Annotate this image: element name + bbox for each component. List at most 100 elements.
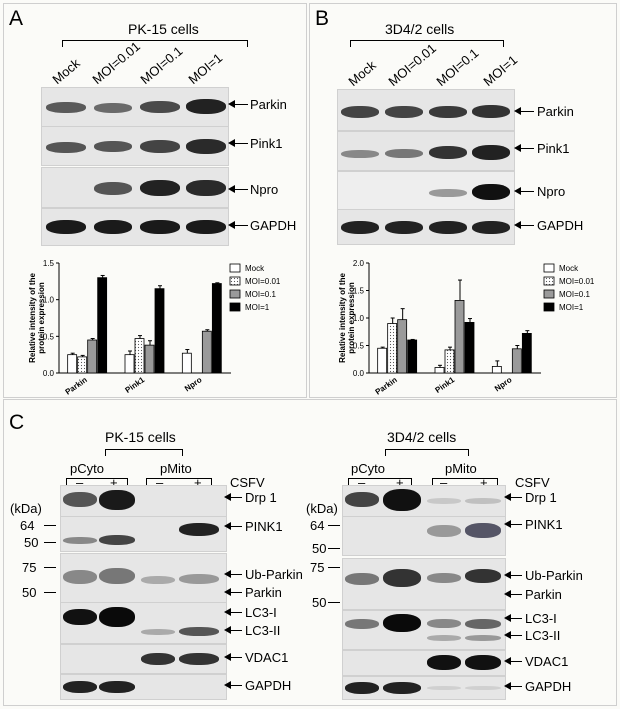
marker-tick <box>328 567 340 568</box>
band <box>427 655 461 670</box>
panel-c-left-blot-vdac1 <box>60 644 227 674</box>
band <box>465 655 501 670</box>
y-axis-label: protein expression <box>347 282 356 354</box>
arrow <box>514 221 534 229</box>
x-tick-label: Parkin <box>64 375 89 395</box>
arrow <box>224 588 242 596</box>
panel-a-blot-gapdh <box>41 208 229 246</box>
marker-50: 50 <box>312 595 327 610</box>
band <box>383 489 421 511</box>
panel-b-blot-npro <box>337 171 515 211</box>
legend-label: MOI=1 <box>559 303 584 312</box>
lane-sign: – <box>440 475 448 490</box>
band <box>427 498 461 504</box>
band <box>341 106 379 118</box>
band <box>345 573 379 585</box>
y-axis-label: Relative intensity of the <box>338 273 347 363</box>
x-tick-label: Pink1 <box>124 375 147 395</box>
panel-a-blot-pink1 <box>41 126 229 166</box>
panel-b-blot-parkin <box>337 89 515 131</box>
band <box>465 498 501 504</box>
panel-c-left-bracket-mito <box>146 478 212 485</box>
band <box>179 574 219 584</box>
arrow <box>514 107 534 115</box>
panel-a-label-parkin: Parkin <box>250 97 287 112</box>
panel-b-label-gapdh: GAPDH <box>537 218 584 233</box>
arrow <box>504 520 522 528</box>
legend-swatch <box>543 289 555 299</box>
arrow <box>504 631 522 639</box>
arrow <box>228 139 248 147</box>
legend-swatch <box>229 289 241 299</box>
x-tick-label: Parkin <box>374 375 399 395</box>
band <box>179 653 219 665</box>
arrow <box>228 221 248 229</box>
arrow <box>228 100 248 108</box>
bar <box>434 367 445 374</box>
arrow <box>224 608 242 616</box>
x-tick-label: Pink1 <box>434 375 457 395</box>
legend-label: Mock <box>559 264 579 273</box>
bar <box>144 344 155 374</box>
panel-c-left-kda: (kDa) <box>10 501 42 516</box>
bar <box>511 348 522 374</box>
band <box>345 619 379 629</box>
legend-swatch <box>543 263 555 273</box>
marker-tick <box>44 542 56 543</box>
band <box>94 182 132 195</box>
band <box>385 106 423 118</box>
marker-75: 75 <box>310 560 325 575</box>
panel-c-right-blot-pink1 <box>342 516 506 556</box>
panel-c-left-label-lc3-ii: LC3-II <box>245 623 281 638</box>
panel-c-right-bracket <box>385 449 469 456</box>
band <box>140 220 180 234</box>
legend-swatch <box>229 302 241 312</box>
panel-c-right-label-gapdh: GAPDH <box>525 679 572 694</box>
panel-a-cell-line: PK-15 cells <box>128 21 199 37</box>
panel-c-right-kda: (kDa) <box>306 501 338 516</box>
lane-sign: – <box>156 475 164 490</box>
panel-b-label-parkin: Parkin <box>537 104 574 119</box>
arrow <box>504 657 522 665</box>
panel-c-right-bracket-cyto <box>348 478 412 485</box>
marker-64: 64 <box>20 518 35 533</box>
marker-tick <box>328 548 340 549</box>
band <box>427 573 461 583</box>
band <box>99 568 135 584</box>
lane-sign: + <box>110 475 118 490</box>
legend-swatch <box>229 276 241 286</box>
panel-c-right-fraction-mito: pMito <box>445 461 477 476</box>
band <box>63 537 97 544</box>
panel-c-left-fraction-cyto: pCyto <box>70 461 104 476</box>
band <box>140 180 180 196</box>
legend-label: MOI=1 <box>245 303 270 312</box>
panel-b-label-pink1: Pink1 <box>537 141 570 156</box>
panel-c-left-blot-gapdh <box>60 674 227 700</box>
band <box>429 146 467 159</box>
band <box>429 221 467 234</box>
arrow <box>504 571 522 579</box>
band <box>63 609 97 625</box>
bar <box>201 330 212 374</box>
panel-a-bracket <box>62 40 248 47</box>
band <box>94 141 132 152</box>
band <box>179 627 219 636</box>
x-tick-label: Npro <box>183 375 204 393</box>
band <box>465 686 501 690</box>
marker-tick <box>44 592 56 593</box>
band <box>141 576 175 584</box>
band <box>429 189 467 197</box>
band <box>179 523 219 536</box>
panel-b-cell-line: 3D4/2 cells <box>385 21 455 37</box>
legend-swatch <box>229 263 241 273</box>
y-tick-label: 1.5 <box>353 287 365 296</box>
panel-c-left-fraction-mito: pMito <box>160 461 192 476</box>
bar <box>134 338 145 374</box>
band <box>99 490 135 510</box>
arrow <box>224 626 242 634</box>
bar <box>124 354 135 374</box>
band <box>186 139 226 154</box>
band <box>99 681 135 693</box>
band <box>99 535 135 545</box>
